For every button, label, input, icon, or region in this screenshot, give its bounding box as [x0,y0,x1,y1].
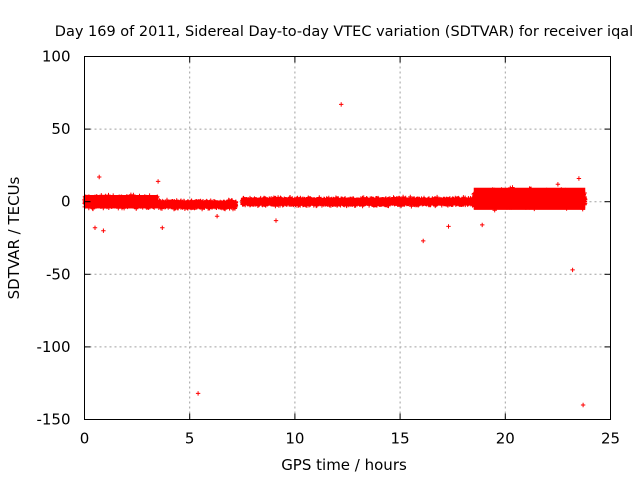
outlier-point [273,218,279,223]
band-core [242,197,474,206]
outlier-point [155,179,161,184]
y-tick-label: 50 [51,120,70,138]
axis-ticks [84,56,611,420]
y-tick-label: -100 [36,338,70,356]
outlier-point [195,391,201,396]
x-tick-labels: 0 5 10 15 20 25 [80,430,620,448]
outlier-point [339,102,344,107]
outlier-point [576,176,582,181]
y-tick-label: 0 [61,193,71,211]
outlier-point [101,228,106,233]
outlier-point [421,238,426,244]
x-tick-label: 25 [601,430,620,448]
outlier-points [92,102,586,408]
x-tick-label: 5 [185,430,195,448]
y-tick-label: -50 [46,265,71,283]
y-tick-label: 100 [42,48,71,66]
outlier-point [446,224,451,229]
y-tick-label: -150 [36,411,70,429]
x-axis-label: GPS time / hours [281,456,407,474]
outlier-point [480,222,485,228]
outlier-point [160,225,165,230]
x-tick-label: 15 [391,430,410,448]
y-axis-label: SDTVAR / TECUs [5,176,23,299]
outlier-point [214,214,220,219]
x-tick-label: 20 [496,430,515,448]
chart-title: Day 169 of 2011, Sidereal Day-to-day VTE… [55,24,633,40]
band-core [84,194,159,209]
outlier-point [580,402,586,408]
data-band [82,185,588,213]
plot-frame [84,56,611,420]
outlier-point [555,182,561,187]
x-tick-label: 0 [80,430,90,448]
outlier-point [570,267,575,273]
grid [84,56,611,420]
band-core [158,200,236,209]
y-tick-labels: -150 -100 -50 0 50 100 [36,48,70,429]
band-core [473,187,586,210]
outlier-point [92,225,98,230]
outlier-point [97,174,102,180]
x-tick-label: 10 [285,430,304,448]
